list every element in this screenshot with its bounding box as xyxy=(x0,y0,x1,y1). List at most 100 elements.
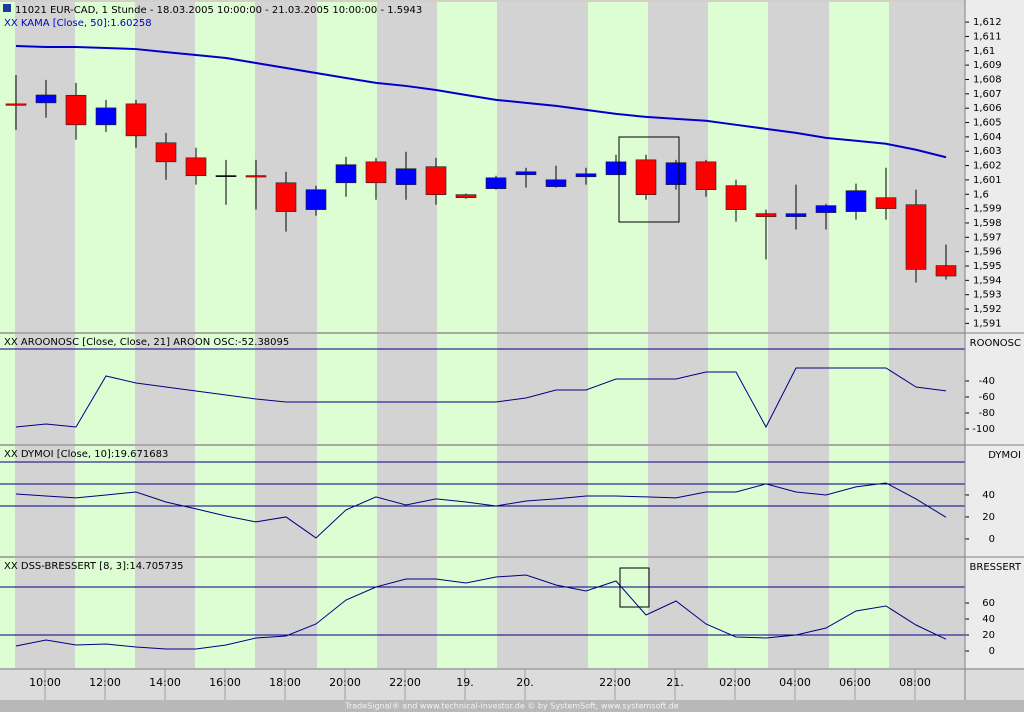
session-stripe xyxy=(829,334,889,444)
session-stripe xyxy=(588,334,648,444)
y-tick-label: 1,608 xyxy=(973,74,1002,85)
y-tick-label: 1,591 xyxy=(973,318,1002,329)
y-tick-label: 1,595 xyxy=(973,261,1002,272)
y-tick-label: -80 xyxy=(979,408,995,419)
candle-body xyxy=(845,190,867,212)
session-stripe xyxy=(75,2,135,332)
session-stripe xyxy=(195,446,255,556)
session-stripe xyxy=(437,446,497,556)
session-stripe xyxy=(317,334,377,444)
time-axis-area xyxy=(0,668,1024,700)
highlight-box xyxy=(619,567,650,608)
panel-title: 11021 EUR-CAD, 1 Stunde - 18.03.2005 10:… xyxy=(15,5,422,16)
session-stripe xyxy=(437,334,497,444)
y-tick-label: 1,61 xyxy=(973,46,995,57)
y-tick-label: 1,602 xyxy=(973,161,1002,172)
candle-body xyxy=(455,194,477,199)
footer: TradeSignal® and www.technical-investor.… xyxy=(344,702,679,711)
candle-body xyxy=(275,182,297,212)
kama-line xyxy=(15,45,947,159)
x-tick-label: 04:00 xyxy=(779,676,811,689)
candle-body xyxy=(215,175,237,177)
candle-body xyxy=(875,197,897,209)
y-tick-label: 1,597 xyxy=(973,232,1002,243)
candle-body xyxy=(575,173,597,178)
candle-body xyxy=(815,205,837,213)
candle-body xyxy=(245,175,267,178)
axis-title: BRESSERT xyxy=(970,562,1022,573)
candle-body xyxy=(95,107,117,126)
y-tick-label: 1,596 xyxy=(973,247,1002,258)
session-stripe xyxy=(75,558,135,668)
y-tick-label: 1,593 xyxy=(973,290,1002,301)
candle-body xyxy=(515,171,537,176)
y-tick-label: 1,604 xyxy=(973,132,1002,143)
session-stripe xyxy=(708,558,768,668)
session-stripe xyxy=(317,558,377,668)
x-tick-label: 22:00 xyxy=(389,676,421,689)
candle-body xyxy=(335,164,357,184)
candle-body xyxy=(935,265,957,277)
session-stripe xyxy=(829,558,889,668)
x-tick-label: 20. xyxy=(516,676,534,689)
candle-body xyxy=(905,204,927,270)
y-tick-label: 20 xyxy=(982,630,995,641)
x-tick-label: 10:00 xyxy=(29,676,61,689)
y-tick-label: 1,603 xyxy=(973,146,1002,157)
x-tick-label: 21. xyxy=(666,676,684,689)
candle-body xyxy=(185,157,207,177)
y-tick-label: 1,601 xyxy=(973,175,1002,186)
x-tick-label: 08:00 xyxy=(899,676,931,689)
candle-body xyxy=(425,166,447,195)
y-tick-label: -100 xyxy=(972,424,995,435)
session-stripe xyxy=(588,446,648,556)
candle-body xyxy=(725,185,747,210)
session-stripe xyxy=(829,2,889,332)
candle-body xyxy=(605,161,627,176)
x-tick-label: 02:00 xyxy=(719,676,751,689)
session-stripe xyxy=(708,334,768,444)
axis-title: ROONOSC xyxy=(970,338,1021,349)
axis-title: DYMOI xyxy=(988,450,1021,461)
candle-body xyxy=(695,161,717,190)
candle-body xyxy=(755,213,777,217)
candle-body xyxy=(485,177,507,189)
x-tick-label: 19. xyxy=(456,676,474,689)
y-tick-label: 20 xyxy=(982,512,995,523)
legend-entry: XX KAMA [Close, 50]:1.60258 xyxy=(4,18,152,29)
session-stripe xyxy=(0,2,15,332)
x-tick-label: 20:00 xyxy=(329,676,361,689)
panel-title: XX DYMOI [Close, 10]:19.671683 xyxy=(4,449,168,460)
session-stripe xyxy=(75,446,135,556)
candle-body xyxy=(785,213,807,217)
y-tick-label: 1,609 xyxy=(973,60,1002,71)
session-stripe xyxy=(437,558,497,668)
session-stripe xyxy=(437,2,497,332)
session-stripe xyxy=(0,334,15,444)
candle-body xyxy=(545,179,567,187)
y-tick-label: 60 xyxy=(982,598,995,609)
session-stripe xyxy=(708,446,768,556)
session-stripe xyxy=(708,2,768,332)
x-tick-label: 16:00 xyxy=(209,676,241,689)
candle-body xyxy=(305,189,327,210)
indicator-line xyxy=(15,482,947,539)
x-tick-label: 14:00 xyxy=(149,676,181,689)
indicator-line xyxy=(15,367,947,429)
session-stripe xyxy=(829,446,889,556)
y-tick-label: 1,598 xyxy=(973,218,1002,229)
y-tick-label: 1,592 xyxy=(973,304,1002,315)
y-tick-label: 1,6 xyxy=(973,189,989,200)
y-tick-label: 40 xyxy=(982,614,995,625)
x-tick-label: 18:00 xyxy=(269,676,301,689)
candle-body xyxy=(395,168,417,185)
y-tick-label: 1,611 xyxy=(973,31,1002,42)
panel-title: XX AROONOSC [Close, Close, 21] AROON OSC… xyxy=(4,337,289,348)
y-tick-label: -60 xyxy=(979,392,995,403)
session-stripe xyxy=(75,334,135,444)
session-stripe xyxy=(195,334,255,444)
candle-body xyxy=(125,103,147,137)
candle-body xyxy=(665,162,687,185)
highlight-box xyxy=(618,136,680,223)
